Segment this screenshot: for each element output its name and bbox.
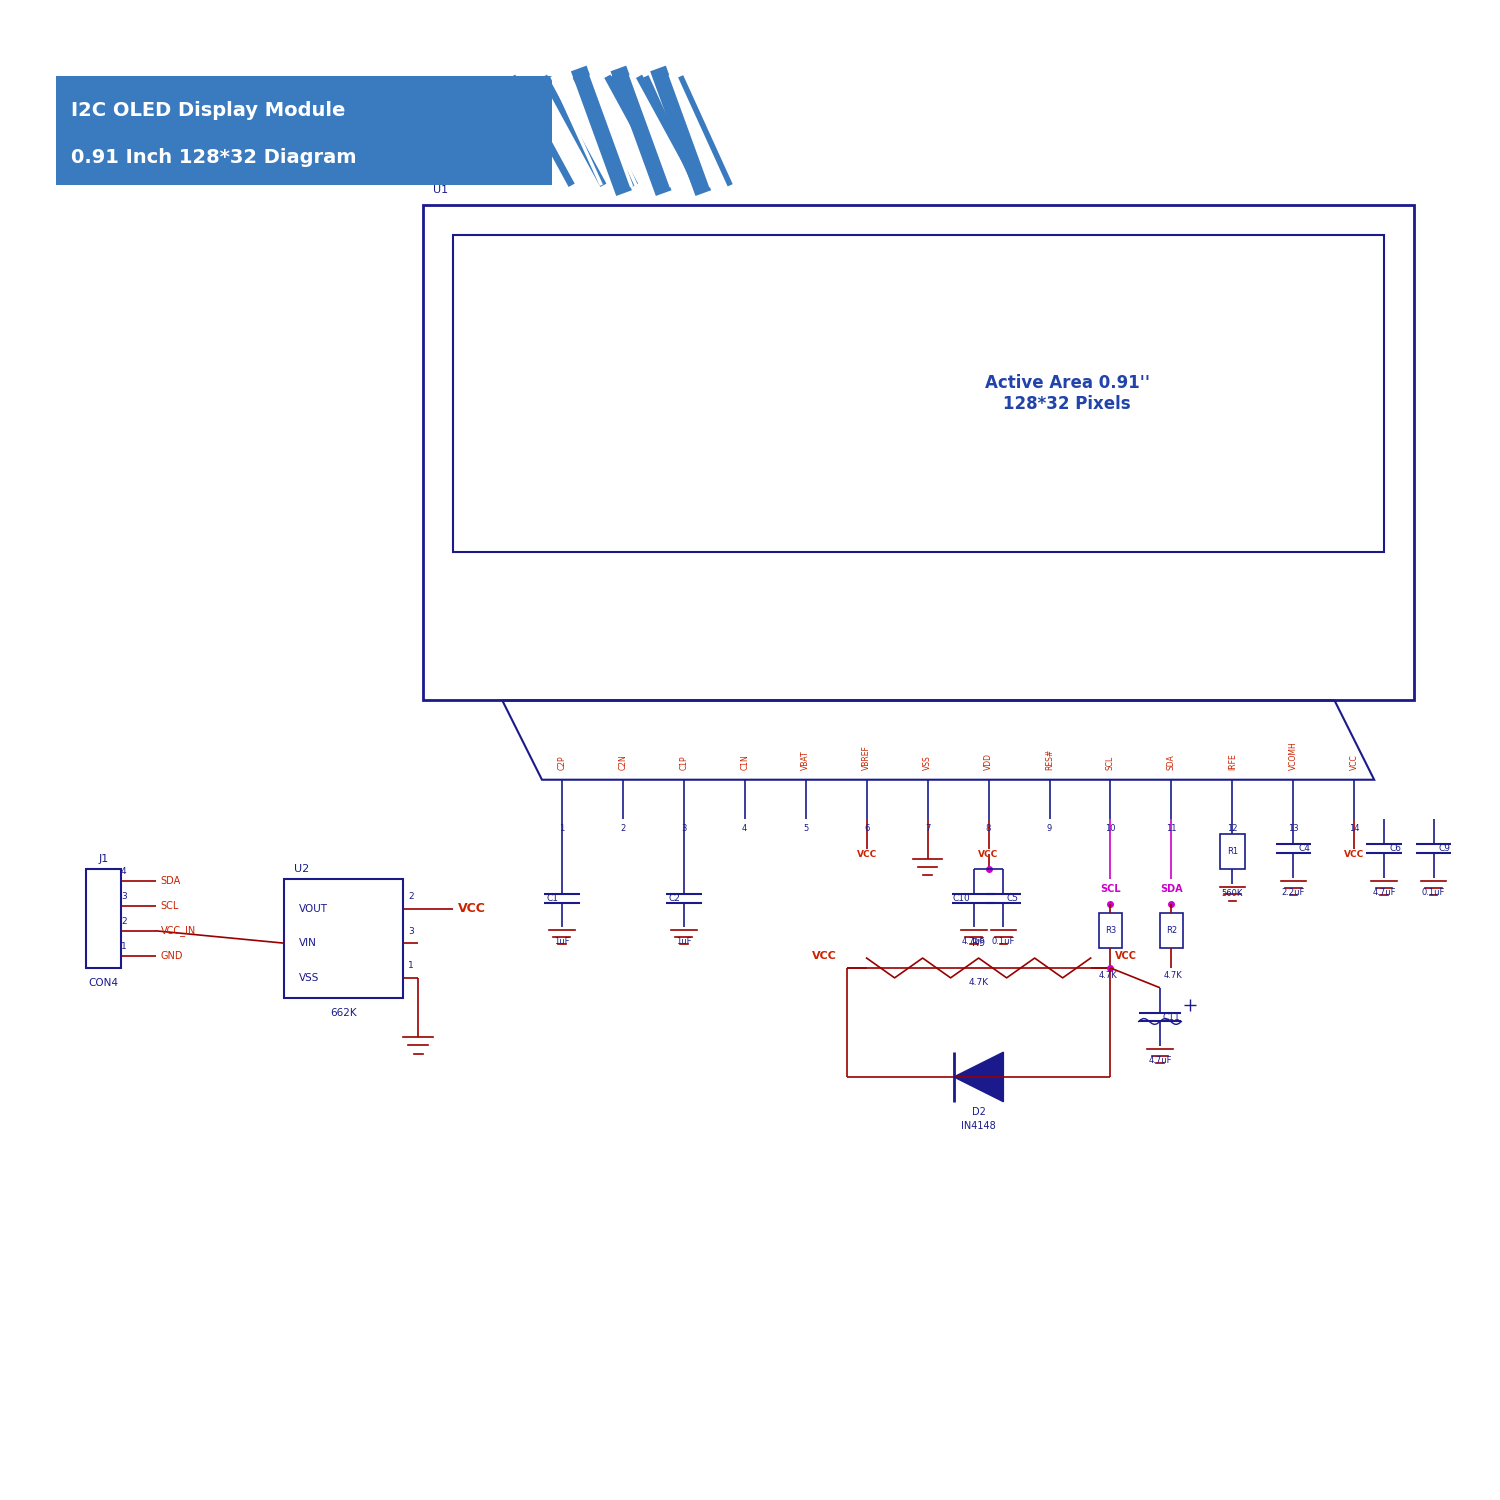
Text: CON4: CON4 — [88, 978, 118, 988]
Text: 11: 11 — [1166, 825, 1176, 834]
Text: 1: 1 — [122, 942, 126, 951]
Text: VIN: VIN — [298, 938, 316, 948]
Text: 14: 14 — [1348, 825, 1359, 834]
Text: 0.91 Inch 128*32 Diagram: 0.91 Inch 128*32 Diagram — [72, 148, 357, 166]
Text: C1N: C1N — [740, 754, 748, 770]
Text: RES#: RES# — [1046, 748, 1054, 770]
Text: C2: C2 — [669, 894, 681, 903]
Text: 12: 12 — [1227, 825, 1238, 834]
Text: VBREF: VBREF — [862, 746, 871, 770]
Text: SDA: SDA — [1167, 754, 1176, 770]
Text: J1: J1 — [99, 853, 108, 864]
Text: VCC: VCC — [458, 902, 486, 915]
Text: VOUT: VOUT — [298, 903, 328, 914]
Text: C11: C11 — [1162, 1013, 1180, 1022]
Text: 5: 5 — [802, 825, 808, 834]
Text: VCC: VCC — [1344, 849, 1365, 858]
Text: C2N: C2N — [618, 754, 627, 770]
Text: 1: 1 — [560, 825, 564, 834]
Text: 1uF: 1uF — [554, 938, 570, 946]
Bar — [1098, 914, 1122, 948]
Text: 3: 3 — [408, 927, 414, 936]
Text: SDA: SDA — [160, 876, 182, 886]
Bar — [1220, 834, 1245, 868]
Text: 8: 8 — [986, 825, 992, 834]
Text: U1: U1 — [433, 184, 448, 195]
Text: C2P: C2P — [558, 754, 567, 770]
Polygon shape — [954, 1052, 1004, 1101]
Text: VSS: VSS — [298, 974, 320, 982]
Bar — [453, 236, 1384, 552]
Text: VCC: VCC — [1350, 754, 1359, 770]
Text: 1uF: 1uF — [676, 938, 692, 946]
Text: R9: R9 — [972, 938, 986, 948]
Text: 4.7K: 4.7K — [969, 978, 988, 987]
Bar — [86, 868, 122, 968]
Text: SCL: SCL — [160, 902, 178, 910]
Text: 10: 10 — [1106, 825, 1116, 834]
Text: C4: C4 — [1299, 844, 1310, 853]
Text: VCC: VCC — [856, 849, 876, 858]
Text: Active Area 0.91''
128*32 Pixels: Active Area 0.91'' 128*32 Pixels — [984, 374, 1149, 413]
Text: IN4148: IN4148 — [962, 1122, 996, 1131]
Text: 4: 4 — [742, 825, 747, 834]
Bar — [1160, 914, 1184, 948]
Text: R3: R3 — [1106, 927, 1116, 936]
Text: R1: R1 — [1227, 847, 1238, 856]
Text: 4.7uF: 4.7uF — [1372, 888, 1396, 897]
Text: VCC: VCC — [812, 951, 837, 962]
Text: SCL: SCL — [1100, 884, 1120, 894]
Text: 4.7uF: 4.7uF — [1149, 1056, 1172, 1065]
Text: 13: 13 — [1288, 825, 1299, 834]
Text: 0.1uF: 0.1uF — [992, 938, 1016, 946]
Text: 662K: 662K — [330, 1008, 357, 1017]
Text: VBAT: VBAT — [801, 750, 810, 770]
Text: C1P: C1P — [680, 754, 688, 770]
Text: 1: 1 — [408, 962, 414, 970]
Text: R2: R2 — [1166, 927, 1178, 936]
Text: 2: 2 — [408, 891, 414, 900]
Text: 6: 6 — [864, 825, 870, 834]
Text: VCC_IN: VCC_IN — [160, 926, 196, 936]
Text: VCC: VCC — [1116, 951, 1137, 962]
Text: 2.2uF: 2.2uF — [1281, 888, 1305, 897]
Text: C10: C10 — [952, 894, 970, 903]
Text: C1: C1 — [548, 894, 560, 903]
Bar — [285, 879, 404, 998]
Text: IRFE: IRFE — [1228, 753, 1238, 770]
Text: I2C OLED Display Module: I2C OLED Display Module — [72, 102, 345, 120]
Text: U2: U2 — [294, 864, 309, 874]
Text: 4.7K: 4.7K — [1164, 970, 1184, 980]
Text: VCC: VCC — [978, 849, 999, 858]
Text: VCOMH: VCOMH — [1288, 741, 1298, 770]
Text: SCL: SCL — [1106, 756, 1114, 770]
Text: 4: 4 — [122, 867, 126, 876]
Text: 560K: 560K — [1221, 888, 1244, 897]
Text: 3: 3 — [122, 892, 126, 902]
Text: C9: C9 — [1438, 844, 1450, 853]
Bar — [423, 206, 1414, 700]
Text: 2: 2 — [122, 916, 126, 926]
Text: 4.7K: 4.7K — [1100, 970, 1118, 980]
Text: C5: C5 — [1007, 894, 1019, 903]
Text: GND: GND — [160, 951, 183, 960]
Text: 0.1uF: 0.1uF — [1422, 888, 1446, 897]
Text: D2: D2 — [972, 1107, 986, 1116]
Text: 4.7uF: 4.7uF — [962, 938, 986, 946]
Text: 7: 7 — [926, 825, 930, 834]
Text: 9: 9 — [1047, 825, 1052, 834]
Text: 3: 3 — [681, 825, 687, 834]
Text: SDA: SDA — [1160, 884, 1184, 894]
Bar — [57, 76, 552, 186]
Text: 2: 2 — [620, 825, 626, 834]
Text: VSS: VSS — [922, 754, 932, 770]
Text: C6: C6 — [1389, 844, 1401, 853]
Text: VDD: VDD — [984, 753, 993, 770]
